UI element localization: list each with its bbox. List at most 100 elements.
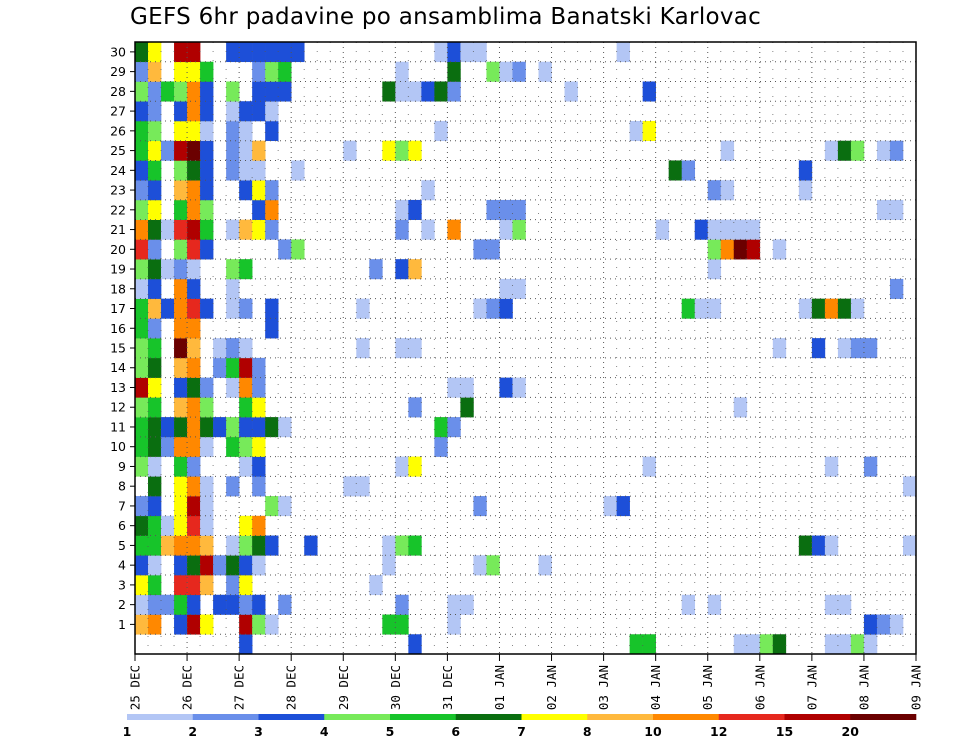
heatmap-cell [135,357,149,378]
heatmap-cell [239,160,253,181]
y-tick-label: 20 [110,242,126,257]
heatmap-cell [135,101,149,122]
heatmap-cell [291,239,305,260]
heatmap-cell [226,436,240,457]
heatmap-cell [616,42,630,63]
heatmap-cell [382,81,396,102]
heatmap-cell [239,555,253,576]
heatmap-cell [252,515,266,536]
heatmap-cell [252,535,266,556]
heatmap-cell [252,417,266,438]
heatmap-cell [187,476,201,497]
heatmap-cell [174,357,188,378]
heatmap-cell [135,436,149,457]
heatmap-cell [239,338,253,359]
chart-title: GEFS 6hr padavine po ansamblima Banatski… [130,4,762,30]
heatmap-cell [187,219,201,240]
colorbar-label: 1 [123,724,132,739]
heatmap-cell [395,259,409,280]
heatmap-cell [200,575,214,596]
heatmap-cell [252,377,266,398]
heatmap-cell [200,61,214,82]
heatmap-cell [460,377,474,398]
heatmap-cell [395,140,409,161]
colorbar-label: 6 [451,724,460,739]
heatmap-cell [135,42,149,63]
heatmap-cell [512,199,526,220]
colorbar-label: 20 [842,724,860,739]
heatmap-cell [837,594,852,615]
heatmap-cell [187,81,201,102]
heatmap-cell [148,417,162,438]
heatmap-cell [512,377,526,398]
heatmap-cell [200,239,214,260]
colorbar-swatch [390,714,457,720]
heatmap-cell [135,239,149,260]
heatmap-cell [226,476,240,497]
heatmap-cell [720,140,735,161]
y-tick-label: 18 [110,281,126,296]
heatmap-cell [434,42,448,63]
heatmap-cell [187,259,201,280]
heatmap-cell [447,42,461,63]
heatmap-cell [174,180,188,201]
heatmap-cell [239,535,253,556]
heatmap-cell [135,160,149,181]
heatmap-cell [239,456,253,477]
heatmap-cell [187,377,201,398]
heatmap-cell [226,219,240,240]
heatmap-cell [837,634,852,655]
heatmap-cell [252,160,266,181]
y-tick-label: 16 [110,321,126,336]
heatmap-cell [187,397,201,418]
heatmap-cell [174,476,188,497]
x-tick-label: 04 JAN [648,665,663,710]
heatmap-cell [460,594,474,615]
heatmap-cell [252,101,266,122]
heatmap-cell [863,634,878,655]
heatmap-cell [707,239,722,260]
heatmap-cell [148,140,162,161]
heatmap-cell [148,199,162,220]
heatmap-cell [863,456,878,477]
heatmap-cell [148,535,162,556]
heatmap-cell [239,101,253,122]
heatmap-cell [499,199,513,220]
heatmap-cell [746,634,761,655]
heatmap-cell [187,357,201,378]
heatmap-cell [512,219,526,240]
heatmap-cell [395,61,409,82]
heatmap-cell [226,278,240,299]
heatmap-cell [642,456,656,477]
heatmap-cell [499,298,513,319]
heatmap-cell [369,575,383,596]
heatmap-cell [135,81,149,102]
heatmap-cell [187,160,201,181]
heatmap-cell [135,318,149,339]
heatmap-cell [148,219,162,240]
heatmap-cell [174,417,188,438]
heatmap-cell [200,476,214,497]
heatmap-cell [200,120,214,142]
heatmap-cell [408,456,422,477]
heatmap-cell [629,634,643,655]
heatmap-cell [694,219,709,240]
heatmap-cell [135,278,149,299]
heatmap-cell [187,555,201,576]
heatmap-cell [187,417,201,438]
heatmap-cell [824,140,839,161]
x-tick-label: 09 JAN [909,665,924,710]
y-tick-label: 15 [110,341,126,356]
heatmap-cell [135,417,149,438]
heatmap-cell [681,160,696,181]
x-tick-label: 30 DEC [388,665,403,710]
heatmap-cell [512,61,526,82]
heatmap-cell [850,338,865,359]
heatmap-cell [278,61,292,82]
heatmap-cell [239,515,253,536]
heatmap-cell [603,496,617,517]
heatmap-cell [720,219,735,240]
heatmap-cell [668,160,682,181]
heatmap-cell [148,298,162,319]
